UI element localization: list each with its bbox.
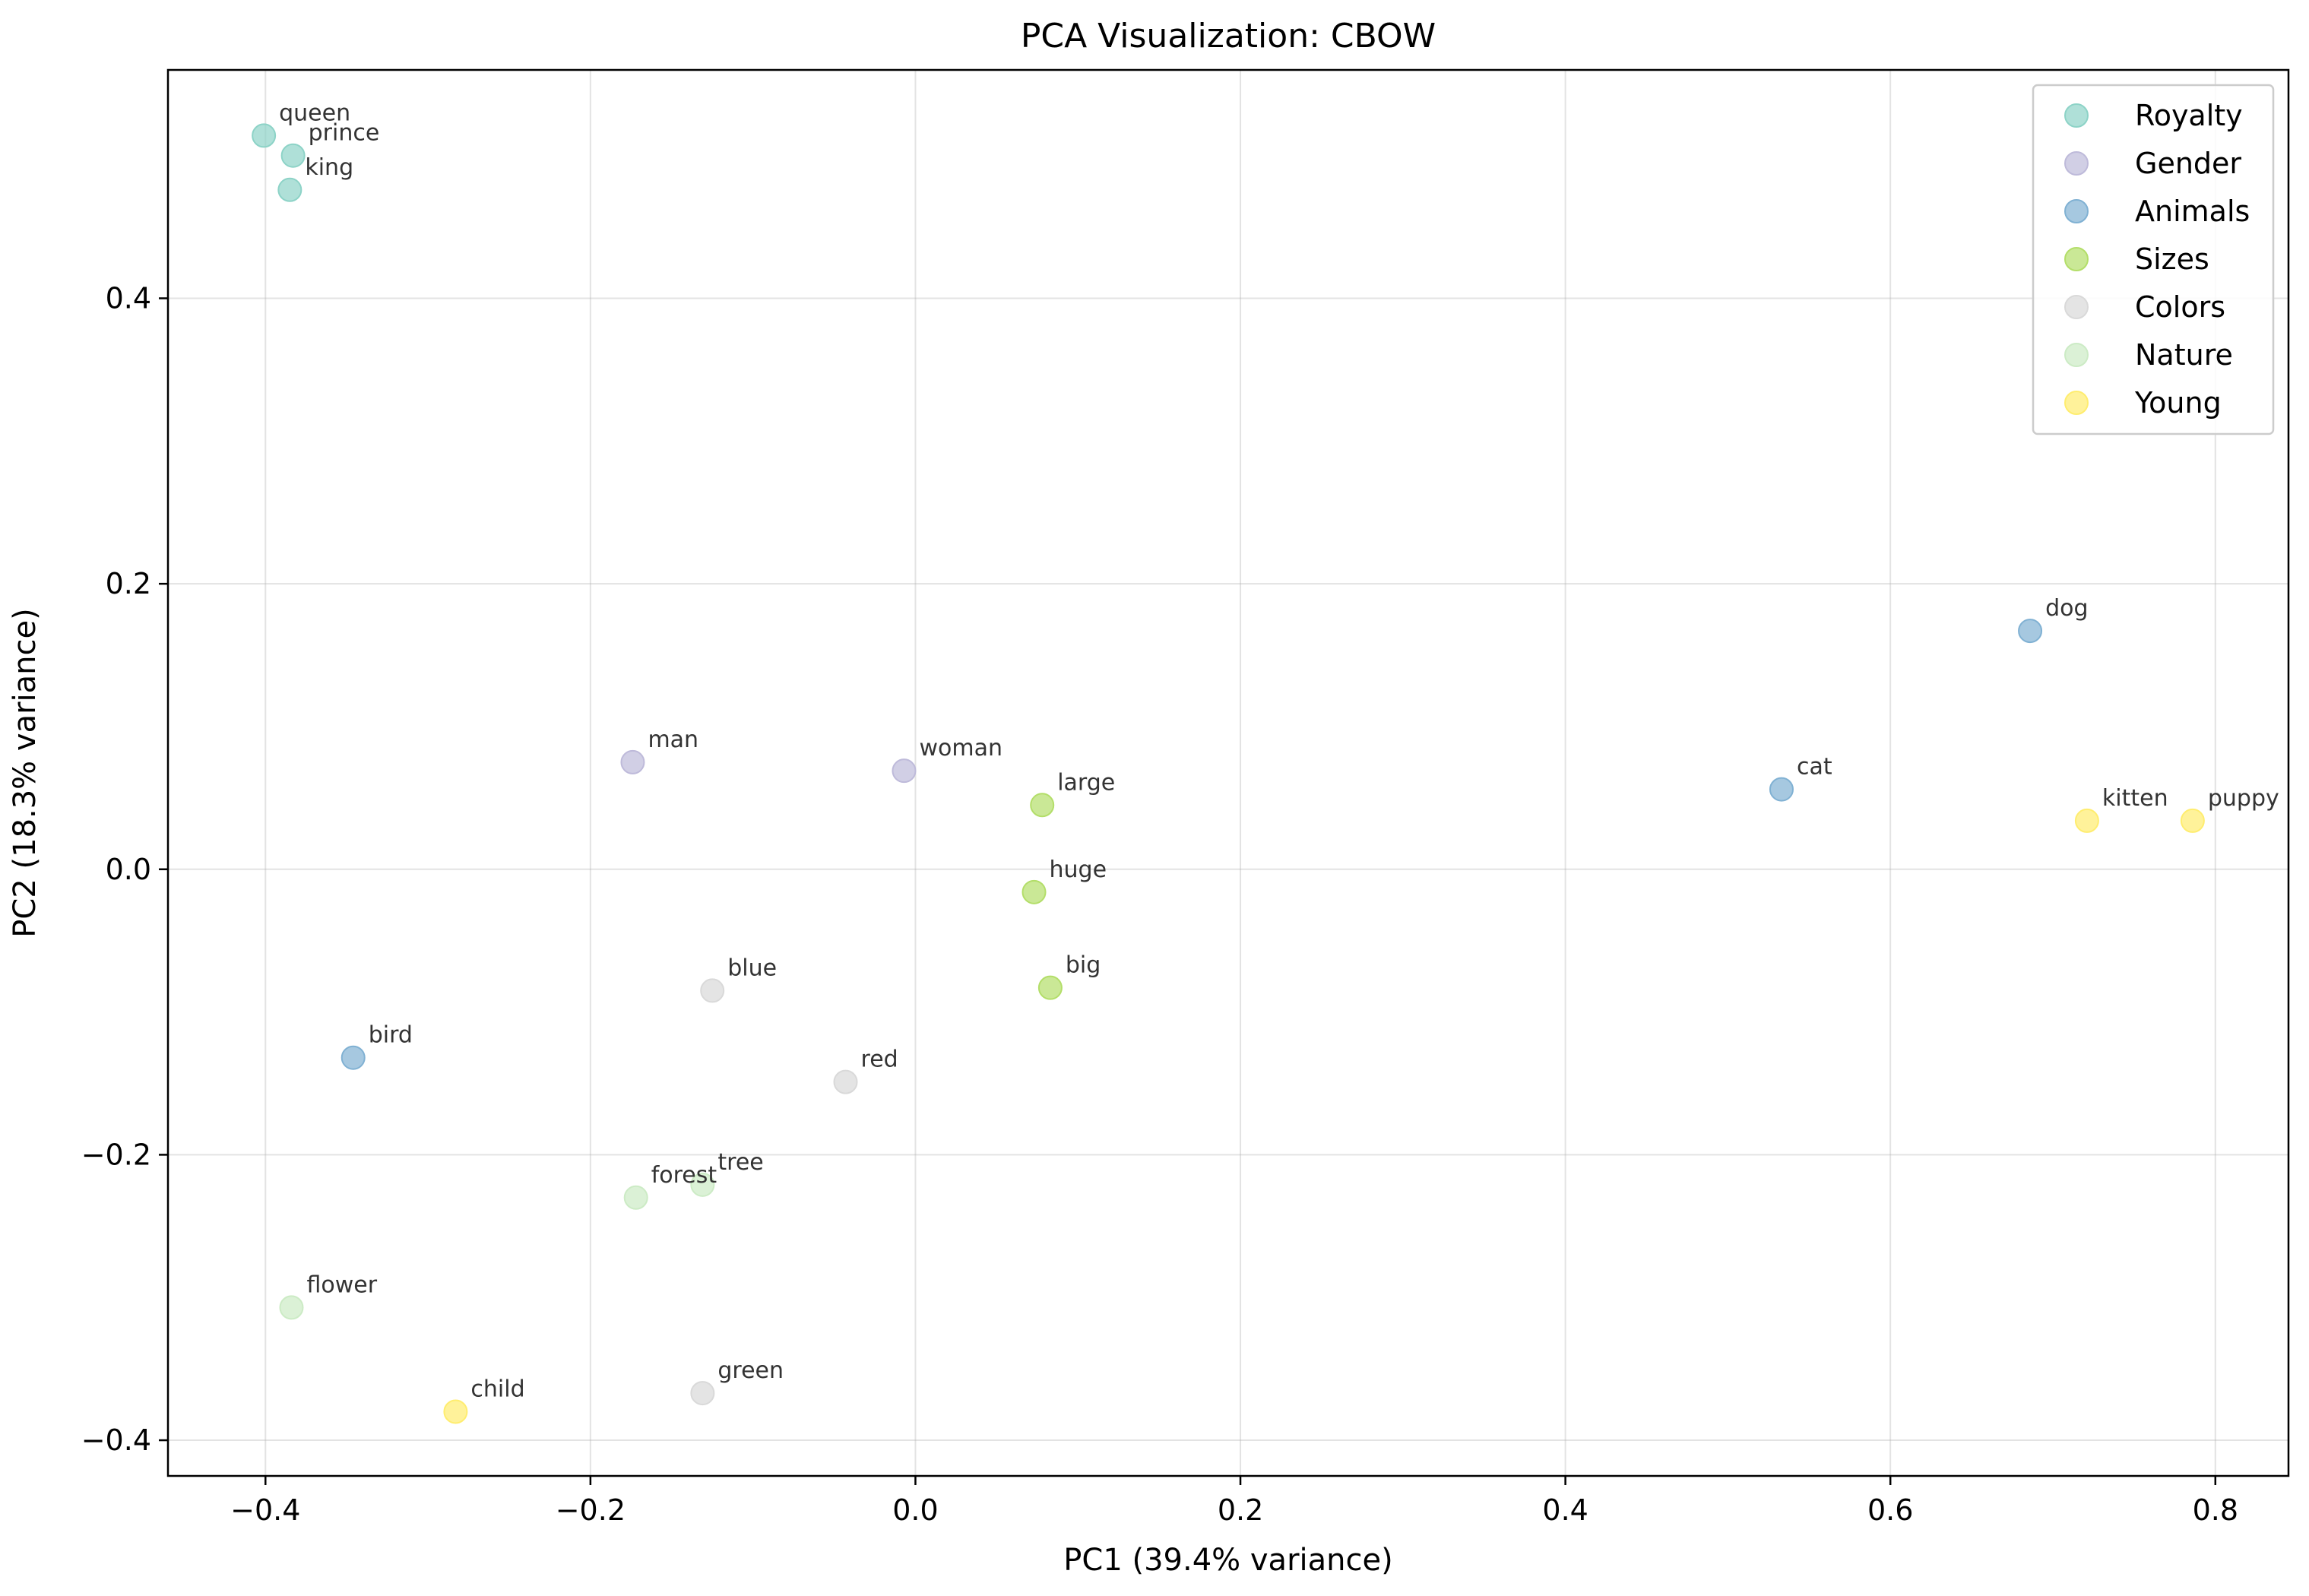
data-point-king bbox=[277, 177, 302, 202]
x-tick-label: 0.0 bbox=[892, 1493, 938, 1527]
plot-area-frame bbox=[166, 68, 2290, 1477]
data-point-man bbox=[620, 749, 645, 774]
y-tick-label: 0.4 bbox=[106, 282, 151, 315]
legend-marker-royalty bbox=[2064, 103, 2089, 128]
grid-lines bbox=[168, 70, 2288, 1476]
point-label-king: king bbox=[305, 154, 353, 181]
legend-frame bbox=[2032, 84, 2275, 435]
chart-title: PCA Visualization: CBOW bbox=[1021, 17, 1436, 55]
point-label-bird: bird bbox=[369, 1022, 413, 1049]
y-tick-label: −0.2 bbox=[81, 1138, 151, 1171]
point-label-kitten: kitten bbox=[2102, 785, 2168, 812]
point-label-large: large bbox=[1057, 769, 1115, 796]
point-label-flower: flower bbox=[306, 1271, 377, 1298]
data-point-red bbox=[833, 1069, 858, 1094]
point-label-tree: tree bbox=[717, 1149, 763, 1176]
data-point-child bbox=[443, 1399, 468, 1424]
y-tick-label: 0.0 bbox=[106, 853, 151, 886]
data-point-woman bbox=[892, 758, 917, 784]
legend-marker-gender bbox=[2064, 151, 2089, 176]
point-label-red: red bbox=[861, 1047, 898, 1073]
legend-label-animals: Animals bbox=[2135, 195, 2250, 228]
point-label-man: man bbox=[648, 727, 698, 753]
data-point-cat bbox=[1769, 777, 1794, 802]
legend-marker-young bbox=[2064, 391, 2089, 415]
y-axis-title: PC2 (18.3% variance) bbox=[8, 608, 43, 937]
data-point-prince bbox=[280, 143, 306, 168]
x-tick-label: 0.6 bbox=[1867, 1493, 1913, 1527]
point-label-woman: woman bbox=[919, 735, 1002, 762]
legend-marker-animals bbox=[2064, 199, 2089, 223]
data-point-flower bbox=[279, 1295, 304, 1320]
x-tick-label: −0.4 bbox=[230, 1493, 300, 1527]
data-point-blue bbox=[700, 978, 725, 1003]
point-label-forest: forest bbox=[651, 1162, 717, 1189]
legend-label-gender: Gender bbox=[2135, 147, 2241, 180]
point-label-child: child bbox=[470, 1376, 524, 1402]
point-label-dog: dog bbox=[2045, 595, 2088, 622]
data-point-puppy bbox=[2180, 808, 2205, 833]
legend-label-young: Young bbox=[2134, 386, 2222, 420]
legend-label-nature: Nature bbox=[2135, 338, 2233, 372]
y-tick-label: −0.4 bbox=[81, 1423, 151, 1457]
x-tick-label: 0.4 bbox=[1542, 1493, 1588, 1527]
data-point-big bbox=[1037, 975, 1063, 1000]
data-point-dog bbox=[2018, 619, 2043, 644]
data-point-tree bbox=[690, 1172, 715, 1197]
point-label-green: green bbox=[717, 1357, 784, 1384]
legend-label-sizes: Sizes bbox=[2135, 242, 2209, 276]
point-label-queen: queen bbox=[279, 100, 350, 126]
data-point-queen bbox=[252, 123, 277, 148]
legend-marker-colors bbox=[2064, 295, 2089, 319]
legend-label-royalty: Royalty bbox=[2135, 99, 2243, 132]
data-points bbox=[252, 123, 2205, 1424]
data-point-green bbox=[690, 1381, 715, 1406]
point-label-blue: blue bbox=[727, 955, 777, 981]
point-label-cat: cat bbox=[1797, 754, 1832, 781]
data-point-large bbox=[1030, 793, 1055, 818]
x-tick-label: −0.2 bbox=[556, 1493, 626, 1527]
x-tick-label: 0.2 bbox=[1218, 1493, 1263, 1527]
point-label-puppy: puppy bbox=[2208, 785, 2279, 812]
data-point-huge bbox=[1021, 879, 1047, 904]
x-tick-label: 0.8 bbox=[2193, 1493, 2238, 1527]
legend-marker-sizes bbox=[2064, 247, 2089, 271]
point-label-prince: prince bbox=[309, 120, 380, 147]
axis-ticks: −0.4 −0.2 0.0 0.2 0.4 0.6 0.8 −0.4 −0.2 0.0 0.2 0.4 bbox=[81, 282, 2238, 1527]
y-tick-label: 0.2 bbox=[106, 567, 151, 600]
x-axis-title: PC1 (39.4% variance) bbox=[1063, 1543, 1392, 1578]
data-point-bird bbox=[340, 1045, 366, 1070]
data-point-kitten bbox=[2074, 808, 2099, 833]
legend-label-colors: Colors bbox=[2135, 290, 2225, 324]
legend: Royalty Gender Animals Sizes Colors Nature You… bbox=[2032, 84, 2275, 435]
data-point-forest bbox=[623, 1185, 648, 1210]
point-label-huge: huge bbox=[1050, 857, 1107, 883]
point-label-big: big bbox=[1066, 952, 1101, 979]
legend-marker-nature bbox=[2064, 343, 2089, 367]
